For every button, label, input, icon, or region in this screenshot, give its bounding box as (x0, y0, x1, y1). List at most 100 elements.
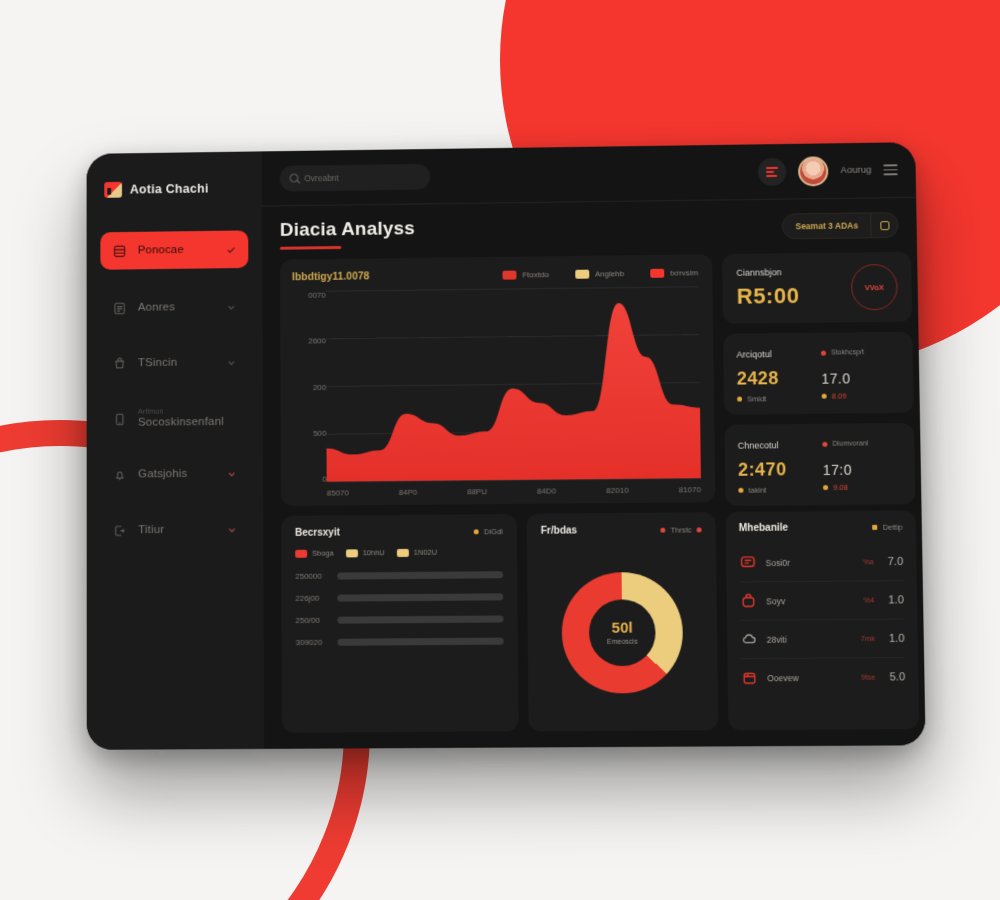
stat-primary: 2428 Smidt (737, 362, 822, 404)
panel-title: Mhebanile (738, 522, 789, 535)
panel-tag-label: DiGdl (483, 527, 503, 537)
legend-item: 10hhU (345, 548, 385, 557)
status-dot-gold (821, 393, 827, 399)
page-title: Diacia Analyss (279, 218, 415, 241)
stat-card-tag: Stokhcsp/t (820, 348, 900, 357)
y-tick: 0 (322, 474, 327, 484)
bar-track (337, 615, 504, 624)
chart-legend: Ftoxtdo Anglehb txrrvsim (502, 268, 698, 280)
bar-label: 226j00 (295, 593, 320, 603)
legend-label: Sboga (312, 548, 334, 558)
legend-item: Sboga (295, 549, 334, 558)
sidebar-item-sublabel: Artimon (138, 408, 164, 417)
donut-center-value: 50l (611, 619, 633, 637)
list-item-name: Sosi0r (765, 557, 790, 568)
avatar[interactable] (798, 155, 829, 186)
stat-secondary-value: 17:0 (822, 461, 853, 478)
page-title-underline (279, 246, 342, 250)
list-item[interactable]: Soyv %4 1.0 (739, 581, 905, 621)
sidebar-item-titiur[interactable]: Titiur (101, 510, 250, 549)
sidebar-item-tsincin[interactable]: TSincin (100, 343, 248, 382)
chevron-down-icon (226, 301, 237, 312)
stat-secondary: 17.0 8.09 (821, 363, 900, 400)
sidebar-item-label: Aonres (137, 301, 176, 314)
chart-logo-icon (104, 181, 122, 198)
filter-bars-icon (766, 166, 779, 177)
report-icon (112, 301, 127, 316)
legend-swatch (574, 269, 589, 279)
chevron-down-icon (226, 357, 237, 368)
panel-tag: Dettip (872, 522, 903, 532)
x-tick: 84D0 (536, 486, 557, 496)
list-item[interactable]: 28viti 7mk 1.0 (740, 619, 905, 660)
chat-icon (739, 554, 756, 571)
stat-primary-sub-label: takint (748, 485, 767, 495)
logout-icon (112, 523, 127, 538)
bar-rows: 250000 226j00 250/00 (295, 570, 504, 647)
date-range-label: Seamat 3 ADAs (795, 220, 859, 232)
hero-value: R5:00 (736, 283, 800, 309)
status-dot-red (822, 441, 828, 447)
x-tick: 81070 (678, 485, 702, 495)
stat-secondary: 17:0 9.08 (823, 455, 902, 492)
sidebar-item-label: Socoskinsenfanl (138, 415, 224, 429)
panel-tag-label: Thrstc (670, 525, 692, 535)
stat-card-chnecotul: Chnecotul Dlumvoranl 2:470 (724, 422, 916, 507)
list-item-value: 5.0 (889, 670, 906, 684)
refresh-button[interactable] (871, 213, 898, 237)
bar-row: 226j00 (295, 592, 504, 603)
hero-label: Ciannsbjon (736, 267, 782, 278)
panel-title: Fr/bdas (540, 525, 578, 537)
stat-secondary-value: 17.0 (821, 369, 851, 387)
legend-item: Anglehb (574, 269, 624, 279)
hero-badge: VVoX (850, 263, 898, 311)
stat-primary-value: 2428 (736, 368, 779, 389)
hamburger-icon[interactable] (883, 164, 898, 176)
legend-swatch (345, 548, 358, 557)
x-tick: 84P0 (398, 487, 418, 497)
bar-track (337, 571, 504, 580)
stat-card-tag-label: Dlumvoranl (832, 439, 869, 448)
stat-card-tag-label: Stokhcsp/t (830, 348, 865, 357)
y-axis: 0070 2600 200 500 0 (292, 289, 327, 498)
date-range-control[interactable]: Seamat 3 ADAs (782, 212, 899, 240)
sidebar-item-aonres[interactable]: Aonres (100, 288, 248, 327)
sidebar-item-socoskinsenfanl[interactable]: Artimon Socoskinsenfanl (100, 399, 249, 438)
stat-primary-sub-label: Smidt (747, 394, 767, 404)
list-item-delta: %a (862, 557, 874, 567)
list-item-value: 1.0 (888, 593, 904, 607)
stat-card-title: Chnecotul (737, 440, 779, 451)
legend-swatch (396, 548, 409, 557)
list-item[interactable]: Sosi0r %a 7.0 (739, 542, 904, 583)
donut-chart-card: Fr/bdas Thrstc 50l Emeosci (526, 512, 719, 732)
search-placeholder: Ovreabnt (304, 172, 339, 183)
bar-chart-card: Becrsxyit DiGdl Sboga (281, 513, 519, 733)
stat-secondary-sub: 9.08 (822, 482, 902, 492)
legend-swatch (650, 268, 665, 278)
list-card: Mhebanile Dettip (725, 510, 920, 731)
bar-row: 250/00 (295, 614, 504, 625)
filter-bars-button[interactable] (758, 157, 787, 186)
plot-area: 85070 84P0 88PU 84D0 82010 81070 (325, 284, 702, 498)
stat-primary-sub: Smidt (737, 394, 822, 404)
topbar-spacer (442, 172, 746, 176)
donut-center-label: Emeoscis (607, 638, 638, 646)
top-bar: Ovreabnt Aourug (261, 142, 917, 207)
chart-header: Ibbdtigy11.0078 Ftoxtdo Anglehb (292, 266, 698, 283)
stat-primary-sub: takint (738, 485, 823, 495)
sidebar-item-gatsjohis[interactable]: Gatsjohis (101, 454, 250, 493)
stat-secondary-sub-label: 8.09 (831, 390, 847, 401)
sidebar-item-ponocae[interactable]: Ponocae (100, 230, 249, 270)
status-dot-red (660, 527, 666, 533)
area-chart-card: Ibbdtigy11.0078 Ftoxtdo Anglehb (279, 254, 716, 506)
sidebar-nav: Ponocae Aonres (100, 230, 249, 565)
search-input[interactable]: Ovreabnt (279, 163, 431, 192)
status-dot-gold (822, 484, 829, 490)
search-icon (289, 173, 299, 183)
panel-tag-label: Dettip (882, 522, 903, 532)
legend-swatch (295, 549, 308, 558)
list-item[interactable]: Ooevew 9tse 5.0 (741, 658, 906, 697)
x-tick: 85070 (326, 488, 349, 498)
chevron-down-icon (226, 468, 237, 479)
